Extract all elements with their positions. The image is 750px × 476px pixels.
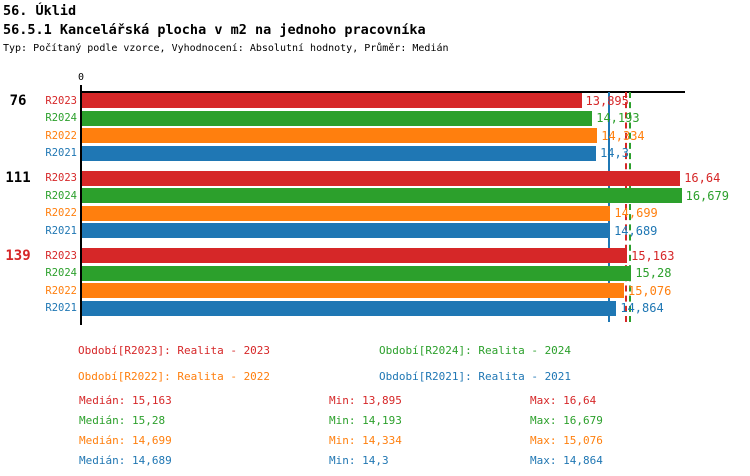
stat-min-R2021: Min: 14,3: [329, 454, 389, 467]
y-axis-line: [80, 85, 82, 325]
bar-R2023: [82, 93, 582, 108]
stat-median-R2024: Medián: 15,28: [79, 414, 166, 427]
bar-value-label: 14,689: [614, 223, 658, 238]
bar-value-label: 14,864: [620, 301, 664, 315]
bar-value-label: 14,3: [600, 146, 629, 160]
bar-row-label: R2024: [45, 267, 77, 279]
median-line-R2023: [625, 92, 628, 322]
stat-max-R2023: Max: 16,64: [530, 394, 597, 407]
bar-value-label: 16,679: [685, 188, 729, 203]
legend-item-R2022: Období[R2022]: Realita - 2022: [78, 370, 271, 383]
bar-value-label: 15,076: [627, 283, 672, 298]
stat-median-R2022: Medián: 14,699: [79, 434, 172, 447]
bar-value-label: 15,28: [635, 266, 672, 280]
bar-row-label: R2021: [45, 302, 77, 314]
stat-min-R2023: Min: 13,895: [329, 394, 402, 407]
legend-item-R2023: Období[R2023]: Realita - 2023: [78, 344, 271, 357]
bar-row-label: R2022: [45, 129, 77, 142]
bar-R2024: [82, 265, 632, 281]
x-axis-line: [80, 91, 685, 93]
bar-row-label: R2023: [45, 172, 77, 184]
legend-item-R2021: Období[R2021]: Realita - 2021: [379, 370, 572, 383]
bar-R2024: [82, 188, 682, 203]
bar-R2021: [82, 223, 611, 238]
bar-R2021: [82, 300, 617, 316]
median-line-R2024: [629, 92, 632, 322]
bar-value-label: 14,193: [596, 111, 640, 125]
bar-R2021: [82, 145, 597, 161]
bar-R2023: [82, 170, 681, 186]
stat-median-R2023: Medián: 15,163: [79, 394, 172, 407]
stat-max-R2021: Max: 14,864: [530, 454, 603, 467]
bar-row-label: R2023: [45, 249, 77, 262]
bar-row-label: R2021: [45, 147, 77, 159]
stat-max-R2022: Max: 15,076: [530, 434, 603, 447]
bar-value-label: 14,699: [614, 206, 658, 220]
group-label: 111: [5, 170, 31, 186]
bar-value-label: 16,64: [684, 171, 721, 185]
bar-row-label: R2023: [45, 94, 77, 107]
bar-value-label: 15,163: [631, 248, 675, 263]
bar-R2023: [82, 248, 628, 263]
bar-value-label: 13,895: [585, 93, 629, 108]
group-label: 76: [9, 92, 27, 109]
bar-R2022: [82, 283, 624, 298]
bar-row-label: R2022: [45, 284, 77, 297]
bar-R2024: [82, 110, 593, 126]
legend-item-R2024: Období[R2024]: Realita - 2024: [379, 344, 572, 357]
page-subtitle: 56.5.1 Kancelářská plocha v m2 na jednoh…: [3, 22, 426, 38]
bar-R2022: [82, 128, 598, 143]
stat-min-R2022: Min: 14,334: [329, 434, 402, 447]
bar-row-label: R2022: [45, 207, 77, 219]
group-label: 139: [5, 247, 31, 264]
bar-row-label: R2021: [45, 224, 77, 237]
axis-origin-label: 0: [77, 72, 85, 83]
bar-value-label: 14,334: [601, 128, 645, 143]
bar-R2022: [82, 205, 611, 221]
stat-max-R2024: Max: 16,679: [530, 414, 603, 427]
page-title: 56. Úklid: [3, 3, 77, 19]
bar-row-label: R2024: [45, 189, 77, 202]
report-meta-line: Typ: Počítaný podle vzorce, Vyhodnocení:…: [3, 43, 449, 54]
stat-median-R2021: Medián: 14,689: [79, 454, 172, 467]
stat-min-R2024: Min: 14,193: [329, 414, 402, 427]
bar-row-label: R2024: [45, 112, 77, 124]
